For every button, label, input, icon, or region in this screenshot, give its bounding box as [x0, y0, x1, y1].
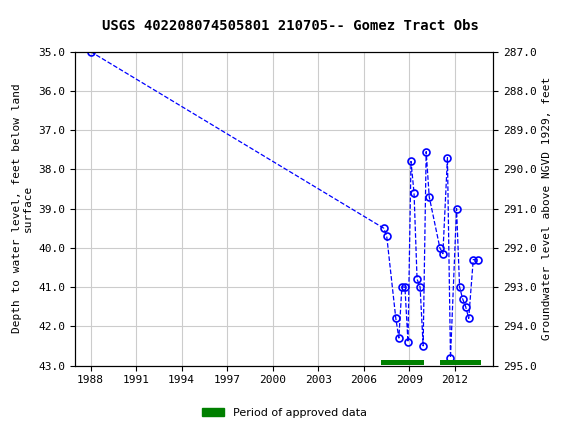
Y-axis label: Depth to water level, feet below land
surface: Depth to water level, feet below land su… [12, 84, 33, 333]
Y-axis label: Groundwater level above NGVD 1929, feet: Groundwater level above NGVD 1929, feet [542, 77, 552, 340]
Legend: Period of approved data: Period of approved data [197, 403, 371, 422]
Text: USGS 402208074505801 210705-- Gomez Tract Obs: USGS 402208074505801 210705-- Gomez Trac… [102, 19, 478, 33]
Text: ▒USGS: ▒USGS [6, 5, 64, 27]
Bar [440, 359, 481, 365]
Bar [380, 359, 424, 365]
